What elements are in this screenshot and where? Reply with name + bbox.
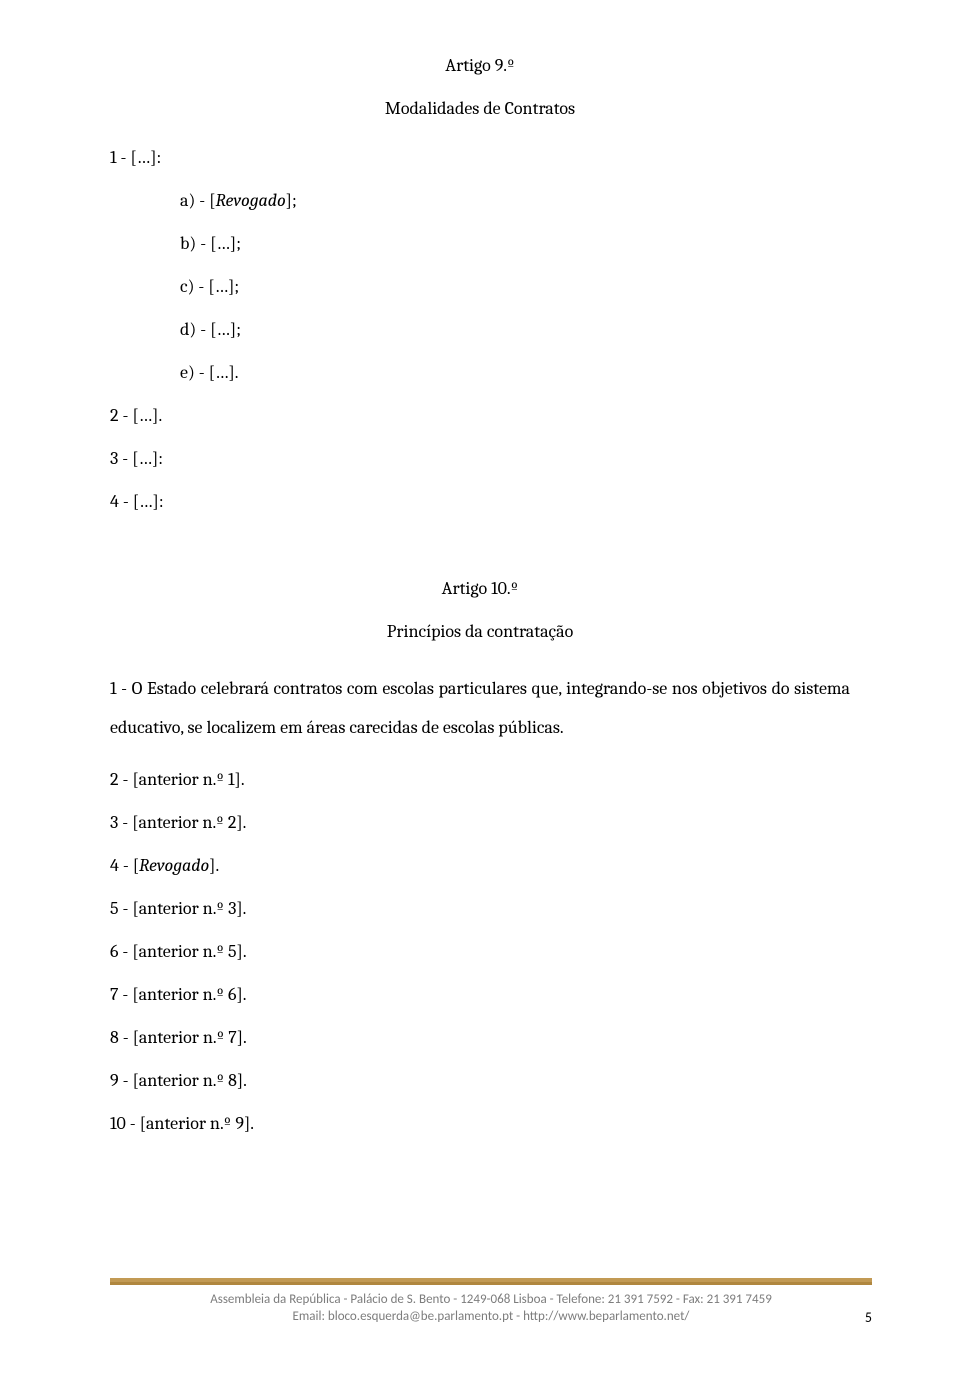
article9-e: e) - […].: [110, 362, 850, 383]
article10-n8: 8 - [anterior n.º 7].: [110, 1027, 850, 1048]
article9-n3: 3 - […]:: [110, 448, 850, 469]
article10-n6: 6 - [anterior n.º 5].: [110, 941, 850, 962]
page-content: Artigo 9.º Modalidades de Contratos 1 - …: [0, 0, 960, 1134]
article10-title: Artigo 10.º: [110, 578, 850, 599]
article9-a: a) - [Revogado];: [110, 190, 850, 211]
article9-a-suffix: ];: [286, 190, 297, 211]
article10-n4-italic: Revogado: [139, 855, 209, 876]
article10-n3: 3 - [anterior n.º 2].: [110, 812, 850, 833]
article9-title: Artigo 9.º: [110, 55, 850, 76]
article10-n9: 9 - [anterior n.º 8].: [110, 1070, 850, 1091]
article9-a-prefix: a) - [: [180, 190, 215, 211]
article10-n5: 5 - [anterior n.º 3].: [110, 898, 850, 919]
article9-c: c) - […];: [110, 276, 850, 297]
article10-n1: 1 - O Estado celebrará contratos com esc…: [110, 670, 850, 747]
article9-a-italic: Revogado: [215, 190, 285, 211]
footer: Assembleia da República - Palácio de S. …: [110, 1278, 872, 1326]
article9-subtitle: Modalidades de Contratos: [110, 98, 850, 119]
article10-n4-suffix: ].: [209, 855, 219, 876]
article10-subtitle: Princípios da contratação: [110, 621, 850, 642]
article10-n7: 7 - [anterior n.º 6].: [110, 984, 850, 1005]
article9-b: b) - […];: [110, 233, 850, 254]
footer-line2: Email: bloco.esquerda@be.parlamento.pt -…: [110, 1308, 872, 1326]
article9-d: d) - […];: [110, 319, 850, 340]
article9-n2: 2 - […].: [110, 405, 850, 426]
article9-n1: 1 - […]:: [110, 147, 850, 168]
spacer: [110, 534, 850, 578]
footer-rule: [110, 1278, 872, 1285]
article10-n2: 2 - [anterior n.º 1].: [110, 769, 850, 790]
page-number: 5: [865, 1309, 872, 1326]
article9-n4: 4 - […]:: [110, 491, 850, 512]
footer-line1: Assembleia da República - Palácio de S. …: [110, 1291, 872, 1309]
article10-n10: 10 - [anterior n.º 9].: [110, 1113, 850, 1134]
article10-n4-prefix: 4 - [: [110, 855, 139, 876]
article10-n4: 4 - [Revogado].: [110, 855, 850, 876]
